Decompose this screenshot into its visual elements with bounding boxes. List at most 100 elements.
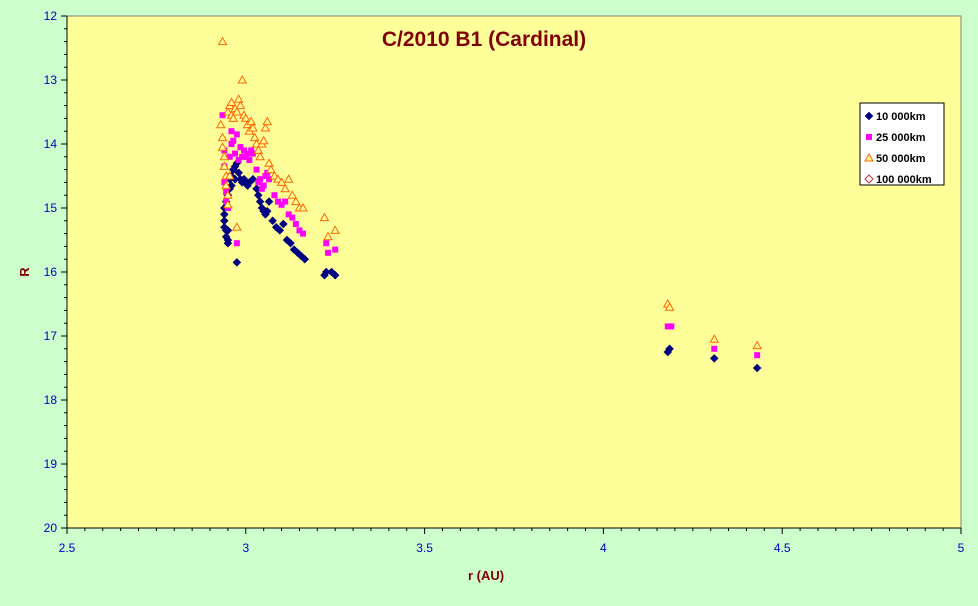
legend-marker [864,111,874,121]
data-point [228,113,239,122]
data-point [230,137,237,144]
data-point [265,164,276,174]
data-point [268,216,277,226]
data-point [300,230,307,237]
x-tick-label: 5 [958,541,965,555]
data-point [231,222,242,231]
y-tick-label: 12 [44,9,58,23]
data-point [219,112,226,119]
data-point [668,323,675,330]
data-point [246,116,257,126]
data-point [278,201,285,208]
data-point [323,231,333,241]
data-point [255,151,265,161]
data-point [232,150,239,157]
data-point [665,344,674,354]
data-point [283,174,294,183]
data-point [237,144,244,151]
data-point [248,122,258,132]
data-point [711,345,718,352]
x-minor-ticks [66,528,962,534]
data-point [239,153,246,160]
data-point [282,198,289,205]
data-point [224,170,235,180]
data-point [262,116,273,126]
x-tick-label: 4 [600,541,607,555]
data-point [271,192,278,199]
data-point [223,190,233,199]
data-point [217,132,228,142]
data-markers [215,36,763,373]
data-point [219,161,230,170]
data-point [332,246,339,253]
y-tick-label: 16 [44,265,58,279]
data-point [223,198,230,205]
legend: 10 000km 25 000km 50 000km 100 000km [859,102,945,186]
data-point [664,302,675,311]
data-point [298,202,308,212]
data-point [244,150,251,157]
data-point [327,267,336,277]
data-point [330,225,341,234]
x-tick-label: 4.5 [774,541,791,555]
data-point [300,254,310,264]
data-point [287,190,298,199]
data-point [233,240,240,247]
data-point [223,238,233,248]
data-point [276,177,287,186]
data-point [291,196,301,206]
data-point [255,179,262,186]
data-point [235,157,242,163]
data-point [223,199,233,209]
y-tick-label: 13 [44,73,58,87]
data-point [249,150,256,157]
data-point [278,219,288,229]
data-point [235,100,246,110]
data-point [754,352,761,359]
legend-marker [866,134,872,140]
y-minor-ticks [61,15,67,529]
data-point [325,249,332,256]
y-tick-label: 20 [44,521,58,535]
legend-marker [864,152,874,162]
data-point [233,131,240,138]
legend-label: 100 000km [876,174,932,186]
x-tick-labels: 2.5 3 3.5 4 4.5 5 [59,541,965,555]
data-point [242,153,249,160]
data-point [241,147,248,154]
series-square [219,112,761,359]
plot-area [66,15,962,529]
y-tick-label: 15 [44,201,58,215]
data-point [285,211,292,218]
data-point [221,180,231,190]
data-point [226,97,237,106]
y-tick-labels: 12 13 14 15 16 17 18 19 20 [44,9,58,535]
x-axis-title: r (AU) [468,568,504,583]
series-triangle [215,36,763,350]
x-tick-label: 3 [242,541,249,555]
data-point [226,153,233,160]
data-point [228,128,235,135]
data-point [264,197,274,206]
data-point [215,119,226,129]
data-point [264,158,274,167]
y-axis-title: R [17,267,32,277]
data-point [223,189,230,195]
data-point [240,113,251,122]
data-point [233,94,244,103]
data-point [664,323,671,330]
y-tick-label: 19 [44,457,58,471]
data-point [232,258,242,267]
data-point [249,132,260,142]
data-point [709,354,719,363]
data-point [262,206,272,216]
data-point [248,147,255,154]
y-tick-label: 14 [44,137,58,151]
chart-title: C/2010 B1 (Cardinal) [382,28,586,51]
data-point [260,122,271,132]
legend-box [859,102,945,186]
data-point [248,174,258,184]
data-point [274,198,281,205]
data-point [231,106,242,116]
data-point [266,176,273,183]
